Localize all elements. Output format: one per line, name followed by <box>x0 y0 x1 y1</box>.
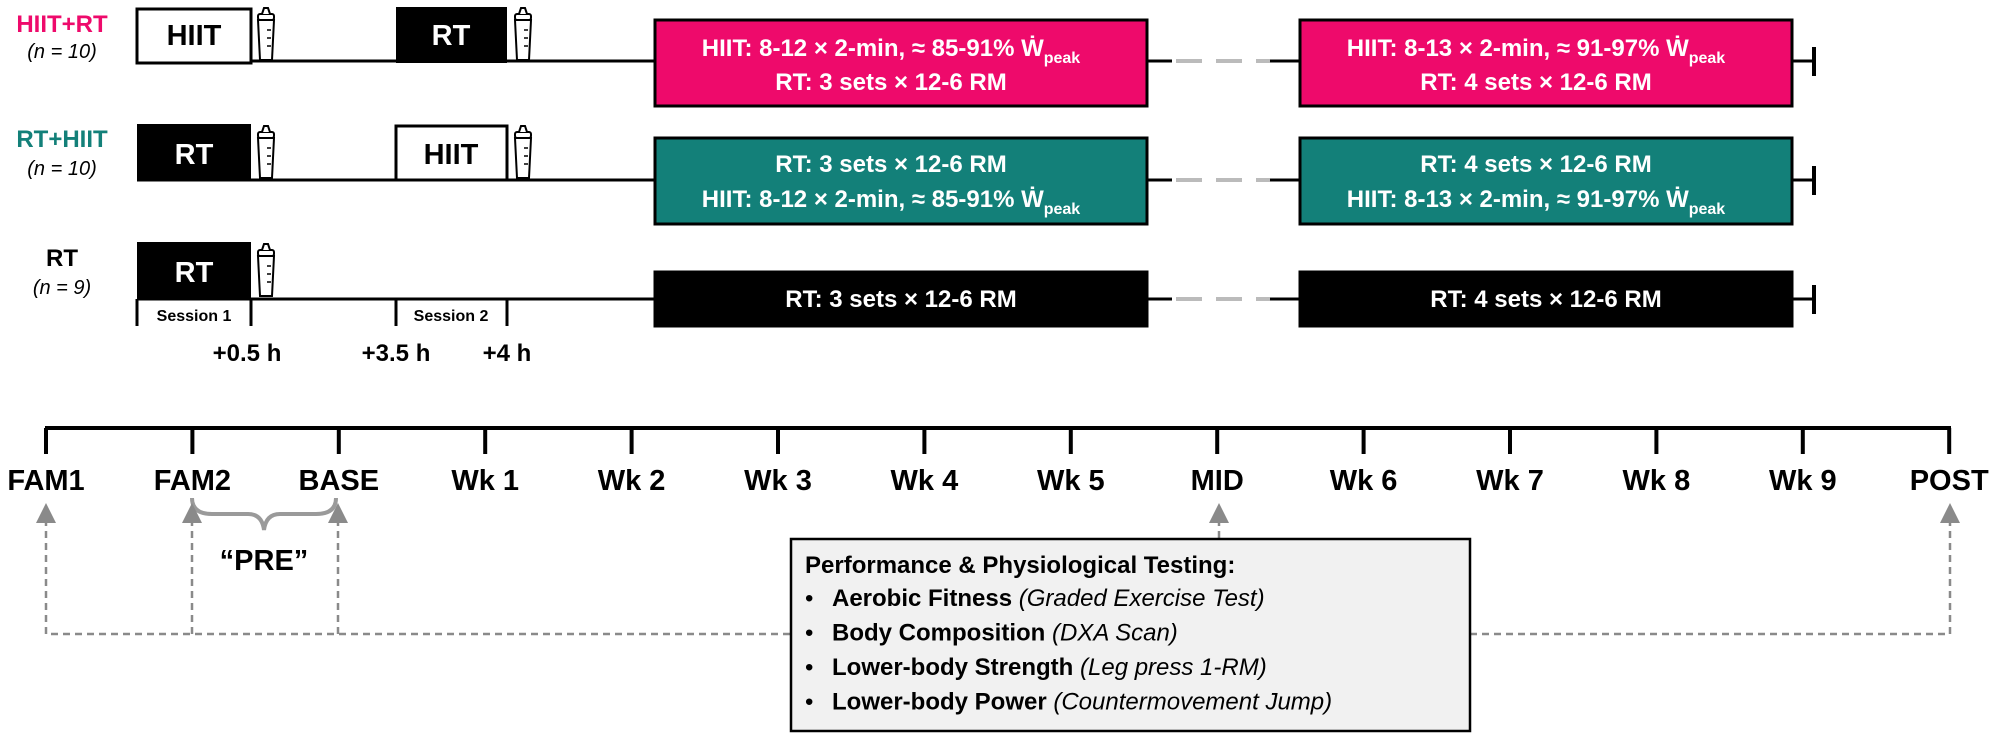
testing-item: Aerobic Fitness (Graded Exercise Test) <box>832 585 1265 612</box>
timeline-label: Wk 2 <box>598 465 666 497</box>
block-line2: RT: 3 sets × 12-6 RM <box>775 69 1006 96</box>
testing-items: • Aerobic Fitness (Graded Exercise Test) •… <box>805 585 1332 716</box>
pre-brace: “PRE” <box>190 497 338 577</box>
timeline-label: Wk 6 <box>1330 465 1398 497</box>
group-row-rt: RT (n = 9) RT Session 1 Session 2 +0.5 h… <box>33 242 1816 367</box>
group-row-rt-hiit: RT+HIIT (n = 10) RT HIIT RT: 3 sets × 12… <box>16 124 1816 226</box>
timeline-label: BASE <box>299 465 380 497</box>
timeline-label: FAM2 <box>154 465 231 497</box>
testing-box-frame <box>789 537 1472 733</box>
time-label: +3.5 h <box>362 340 431 367</box>
bullet-icon: • <box>805 689 813 716</box>
block-line1: HIIT: 8-13 × 2-min, ≈ 91-97% Ẇpeak <box>1347 35 1726 67</box>
session-box-rt <box>137 242 251 299</box>
session-box-hiit <box>394 124 509 182</box>
shaker-icon <box>257 7 275 61</box>
session-label: HIIT <box>424 139 479 171</box>
bullet-icon: • <box>805 620 813 647</box>
block-line1: RT: 4 sets × 12-6 RM <box>1420 151 1651 178</box>
session1-label: Session 1 <box>157 308 232 325</box>
session2-label: Session 2 <box>414 308 489 325</box>
group-name-hiit-rt: HIIT+RT <box>16 11 108 38</box>
timeline-label: FAM1 <box>7 465 84 497</box>
block-line1: RT: 3 sets × 12-6 RM <box>785 286 1016 313</box>
training-block-phase2 <box>1298 136 1794 226</box>
testing-item: Lower-body Power (Countermovement Jump) <box>832 689 1332 716</box>
session-label: RT <box>175 139 214 171</box>
time-label: +0.5 h <box>213 340 282 367</box>
shaker-icon <box>514 7 532 61</box>
testing-item: Lower-body Strength (Leg press 1-RM) <box>832 654 1267 681</box>
session-box-hiit <box>135 7 253 65</box>
session-label: HIIT <box>167 20 222 52</box>
shaker-icon <box>257 243 275 297</box>
block-line2: HIIT: 8-13 × 2-min, ≈ 91-97% Ẇpeak <box>1347 186 1726 218</box>
timeline-ticks <box>44 428 1952 454</box>
pre-label: “PRE” <box>220 545 309 577</box>
group-name-rt-hiit: RT+HIIT <box>16 126 108 153</box>
bullet-icon: • <box>805 654 813 681</box>
testing-arrows <box>36 503 1960 636</box>
shaker-icon <box>514 125 532 179</box>
block-line2: RT: 4 sets × 12-6 RM <box>1420 69 1651 96</box>
session-label: RT <box>432 20 471 52</box>
training-block-phase2 <box>1298 270 1794 328</box>
timeline-labels: FAM1 FAM2 BASE Wk 1 Wk 2 Wk 3 Wk 4 Wk 5 MID Wk 6 W… <box>7 465 1989 497</box>
timeline-label: Wk 3 <box>744 465 812 497</box>
timeline-label: Wk 8 <box>1623 465 1691 497</box>
block-line1: RT: 3 sets × 12-6 RM <box>775 151 1006 178</box>
session-box-rt <box>137 124 251 181</box>
session-label: RT <box>175 257 214 289</box>
group-row-hiit-rt: HIIT+RT (n = 10) HIIT RT HIIT: 8-12 × 2-… <box>16 7 1816 108</box>
shaker-icon <box>257 125 275 179</box>
arrow-fam1 <box>36 503 790 636</box>
timeline-label: Wk 5 <box>1037 465 1105 497</box>
timeline-label: MID <box>1191 465 1244 497</box>
pre-brace-shape <box>190 497 338 531</box>
timeline-label: Wk 1 <box>451 465 519 497</box>
block-line1: HIIT: 8-12 × 2-min, ≈ 85-91% Ẇpeak <box>702 35 1081 67</box>
testing-title: Performance & Physiological Testing: <box>805 552 1235 579</box>
training-block-phase2 <box>1298 18 1794 108</box>
timeline-label: POST <box>1910 465 1989 497</box>
testing-box: Performance & Physiological Testing: • Ae… <box>789 537 1472 733</box>
group-name-rt: RT <box>46 245 78 272</box>
timeline-label: Wk 9 <box>1769 465 1837 497</box>
testing-item: Body Composition (DXA Scan) <box>832 620 1178 647</box>
group-n-rt: (n = 9) <box>33 277 91 299</box>
training-block-phase1 <box>653 270 1149 328</box>
bullet-icon: • <box>805 585 813 612</box>
training-block-phase1 <box>653 18 1149 108</box>
time-label: +4 h <box>483 340 532 367</box>
session-box-rt <box>396 7 507 63</box>
training-block-phase1 <box>653 136 1149 226</box>
arrow-post <box>1470 503 1960 636</box>
timeline-label: Wk 4 <box>891 465 959 497</box>
timeline: FAM1 FAM2 BASE Wk 1 Wk 2 Wk 3 Wk 4 Wk 5 MID Wk 6 W… <box>7 426 1989 497</box>
group-n-hiit-rt: (n = 10) <box>27 41 96 63</box>
block-line2: HIIT: 8-12 × 2-min, ≈ 85-91% Ẇpeak <box>702 186 1081 218</box>
group-n-rt-hiit: (n = 10) <box>27 158 96 180</box>
block-line1: RT: 4 sets × 12-6 RM <box>1430 286 1661 313</box>
timeline-label: Wk 7 <box>1476 465 1544 497</box>
